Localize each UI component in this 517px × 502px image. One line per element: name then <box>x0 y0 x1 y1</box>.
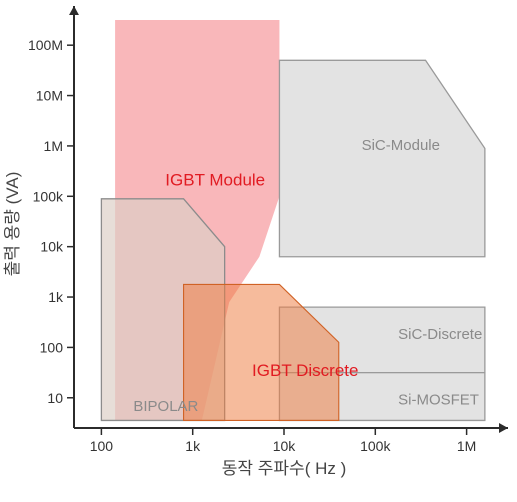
y-axis-arrow <box>69 6 79 15</box>
x-tick-label: 100 <box>90 438 114 454</box>
y-tick-label: 100 <box>40 339 64 355</box>
y-tick-label: 10k <box>40 239 64 255</box>
x-tick-label: 10k <box>273 438 297 454</box>
y-tick-label: 100k <box>33 188 64 204</box>
x-tick-label: 100k <box>360 438 391 454</box>
chart-svg: IGBT Module SiC-Module SiC-Discrete Si-MOSF… <box>0 0 517 502</box>
region-label-sic-module: SiC-Module <box>362 137 440 154</box>
region-label-si-mosfet: Si-MOSFET <box>398 391 479 408</box>
region-igbt-discrete <box>184 284 339 420</box>
y-tick-label: 10 <box>47 390 63 406</box>
x-tick-label: 1M <box>457 438 476 454</box>
region-label-igbt-module: IGBT Module <box>165 171 265 190</box>
y-tick-label: 100M <box>28 37 63 53</box>
y-tick-label: 1k <box>48 289 64 305</box>
y-tick-label: 1M <box>44 138 63 154</box>
x-axis-arrow <box>499 423 508 433</box>
x-tick-label: 1k <box>185 438 201 454</box>
device-region-chart: IGBT Module SiC-Module SiC-Discrete Si-MOSF… <box>0 0 517 502</box>
y-tick-label: 10M <box>36 88 63 104</box>
region-label-bipolar: BIPOLAR <box>133 398 198 415</box>
y-axis-label: 출력 용량 (VA) <box>3 172 22 277</box>
region-label-sic-discrete: SiC-Discrete <box>398 326 482 343</box>
x-axis-label: 동작 주파수( Hz ) <box>222 459 346 478</box>
region-label-igbt-discrete: IGBT Discrete <box>252 361 358 380</box>
region-sic-module <box>279 60 484 256</box>
